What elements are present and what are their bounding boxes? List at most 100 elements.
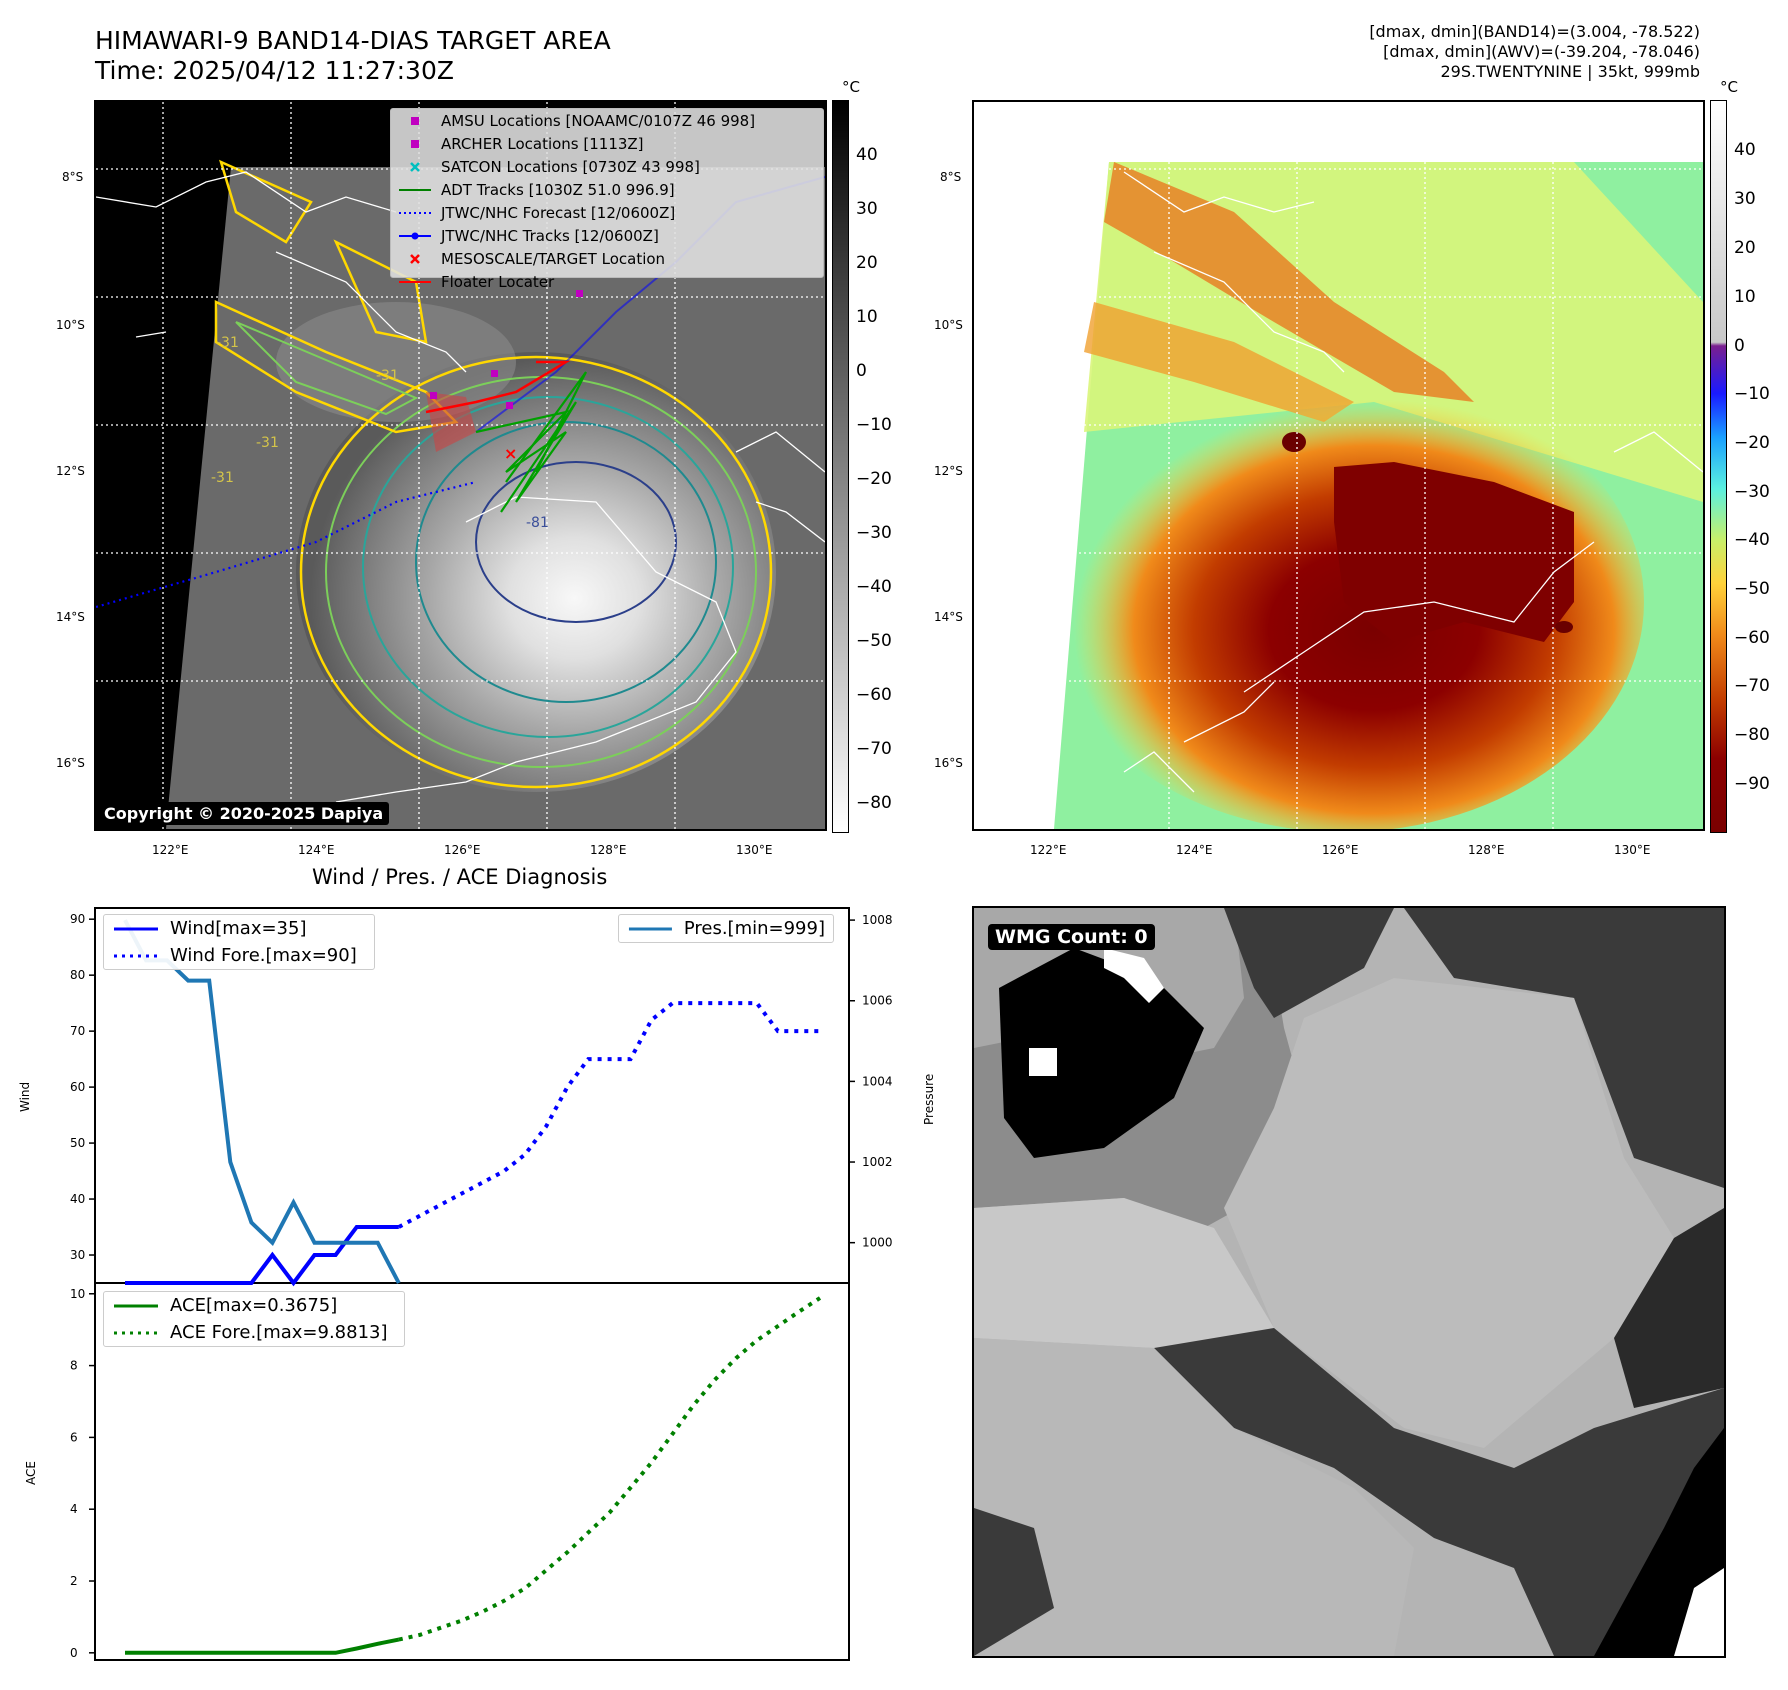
x-marker-icon bbox=[410, 161, 420, 172]
y-tick-label: 30 bbox=[70, 1248, 85, 1262]
lat-tick: 16°S bbox=[56, 756, 85, 770]
wv-coastline bbox=[1123, 171, 1703, 793]
cb-tick: 30 bbox=[1734, 189, 1756, 209]
wind-legend: Wind[max=35] Wind Fore.[max=90] bbox=[103, 914, 375, 970]
cb-tick: −10 bbox=[1734, 384, 1770, 404]
series-line-1-1 bbox=[398, 1296, 822, 1642]
cb-tick: −30 bbox=[856, 523, 892, 543]
ir-adt-tracks bbox=[475, 371, 587, 513]
lon-tick: 122°E bbox=[152, 843, 189, 857]
svg-text:-81: -81 bbox=[526, 515, 549, 531]
y-tick-label: 2 bbox=[70, 1574, 78, 1588]
cb-tick: 40 bbox=[856, 145, 878, 165]
cb-tick: 10 bbox=[856, 307, 878, 327]
lon-tick: 124°E bbox=[1176, 843, 1213, 857]
wv-map bbox=[972, 100, 1705, 831]
ir-forecast-track bbox=[96, 480, 477, 609]
cb-tick: −50 bbox=[856, 631, 892, 651]
band14-range: [dmax, dmin](BAND14)=(3.004, -78.522) bbox=[1369, 22, 1700, 41]
y-tick-label: 6 bbox=[70, 1430, 78, 1444]
y-tick-label: 0 bbox=[70, 1646, 78, 1660]
lat-tick: 8°S bbox=[62, 170, 84, 184]
solid-line-icon bbox=[114, 1304, 158, 1307]
legend-item-satcon: SATCON Locations [0730Z 43 998] bbox=[391, 155, 823, 178]
legend-item-pressure: Pres.[min=999] bbox=[619, 915, 833, 942]
cb-tick: −40 bbox=[856, 577, 892, 597]
line-dot-icon bbox=[399, 232, 431, 239]
wmg-canvas bbox=[974, 908, 1724, 1656]
y-tick-label: 70 bbox=[70, 1024, 85, 1038]
awv-range: [dmax, dmin](AWV)=(-39.204, -78.046) bbox=[1383, 42, 1700, 61]
svg-text:×: × bbox=[504, 444, 517, 463]
ir-colorbar bbox=[832, 100, 849, 833]
dotted-line-icon bbox=[114, 954, 158, 957]
y-tick-label: 50 bbox=[70, 1136, 85, 1150]
solid-line-icon bbox=[399, 188, 431, 191]
cb-tick: −70 bbox=[856, 739, 892, 759]
pressure-axis-label: Pressure bbox=[922, 1073, 936, 1125]
cb-tick: −10 bbox=[856, 415, 892, 435]
ir-colorbar-unit: °C bbox=[842, 78, 860, 96]
y-tick-label: 90 bbox=[70, 912, 85, 926]
lat-tick: 8°S bbox=[940, 170, 962, 184]
lat-tick: 12°S bbox=[56, 464, 85, 478]
svg-text:-31: -31 bbox=[211, 470, 234, 486]
x-marker-icon bbox=[410, 253, 420, 264]
cb-tick: 40 bbox=[1734, 140, 1756, 160]
lon-tick: 130°E bbox=[1614, 843, 1651, 857]
ir-map-legend: AMSU Locations [NOAAMC/0107Z 46 998] ARC… bbox=[390, 108, 824, 291]
lon-tick: 128°E bbox=[1468, 843, 1505, 857]
svg-text:-31: -31 bbox=[256, 435, 279, 451]
svg-text:-31: -31 bbox=[216, 335, 239, 351]
ir-map: × -31 -31 -31 -31 -81 AMSU Locations [NO… bbox=[94, 100, 827, 831]
y-tick-label: 10 bbox=[70, 1287, 85, 1301]
pressure-legend: Pres.[min=999] bbox=[618, 914, 834, 943]
legend-item-amsu: AMSU Locations [NOAAMC/0107Z 46 998] bbox=[391, 109, 823, 132]
legend-item-ace: ACE[max=0.3675] bbox=[104, 1292, 404, 1319]
cb-tick: −90 bbox=[1734, 774, 1770, 794]
legend-item-adt: ADT Tracks [1030Z 51.0 996.9] bbox=[391, 178, 823, 201]
copyright-badge: Copyright © 2020-2025 Dapiya bbox=[98, 802, 390, 825]
storm-summary: 29S.TWENTYNINE | 35kt, 999mb bbox=[1440, 62, 1701, 81]
solid-line-icon bbox=[628, 927, 672, 930]
cb-tick: 0 bbox=[856, 361, 867, 381]
cb-tick: −60 bbox=[856, 685, 892, 705]
solid-line-icon bbox=[399, 280, 431, 283]
square-marker-icon bbox=[411, 139, 419, 148]
y-right-tick-label: 1008 bbox=[862, 913, 893, 927]
cb-tick: 20 bbox=[1734, 238, 1756, 258]
ir-coastline bbox=[96, 171, 825, 803]
legend-item-floater: Floater Locater bbox=[391, 270, 823, 293]
lon-tick: 128°E bbox=[590, 843, 627, 857]
lat-tick: 12°S bbox=[934, 464, 963, 478]
y-right-tick-label: 1002 bbox=[862, 1155, 893, 1169]
dotted-line-icon bbox=[114, 1331, 158, 1334]
diagnosis-chart: 30 40 50 60 70 80 90 1000 1002 1004 1006 1008 0 2 4 6 8 1… bbox=[70, 907, 893, 1661]
cb-tick: 30 bbox=[856, 199, 878, 219]
y-right-tick-label: 1004 bbox=[862, 1074, 893, 1088]
y-right-tick-label: 1006 bbox=[862, 994, 893, 1008]
legend-item-archer: ARCHER Locations [1113Z] bbox=[391, 132, 823, 155]
figure-time: Time: 2025/04/12 11:27:30Z bbox=[95, 56, 454, 85]
cb-tick: 20 bbox=[856, 253, 878, 273]
wv-colorbar-unit: °C bbox=[1720, 78, 1738, 96]
lon-tick: 130°E bbox=[736, 843, 773, 857]
cb-tick: −60 bbox=[1734, 628, 1770, 648]
cb-tick: 10 bbox=[1734, 287, 1756, 307]
lon-tick: 126°E bbox=[1322, 843, 1359, 857]
y-right-tick-label: 1000 bbox=[862, 1236, 893, 1250]
ir-markers: × bbox=[430, 290, 583, 463]
legend-item-jtwc-forecast: JTWC/NHC Forecast [12/0600Z] bbox=[391, 201, 823, 224]
y-tick-label: 4 bbox=[70, 1502, 78, 1516]
cb-tick: −40 bbox=[1734, 530, 1770, 550]
figure-title: HIMAWARI-9 BAND14-DIAS TARGET AREA bbox=[95, 26, 611, 55]
cb-tick: −50 bbox=[1734, 579, 1770, 599]
ace-legend: ACE[max=0.3675] ACE Fore.[max=9.8813] bbox=[103, 1291, 405, 1347]
cb-tick: 0 bbox=[1734, 336, 1745, 356]
cb-tick: −30 bbox=[1734, 482, 1770, 502]
y-tick-label: 40 bbox=[70, 1192, 85, 1206]
cb-tick: −70 bbox=[1734, 676, 1770, 696]
series-line-1-0 bbox=[125, 1637, 400, 1655]
lat-tick: 14°S bbox=[934, 610, 963, 624]
diagnosis-chart-title: Wind / Pres. / ACE Diagnosis bbox=[312, 865, 608, 889]
